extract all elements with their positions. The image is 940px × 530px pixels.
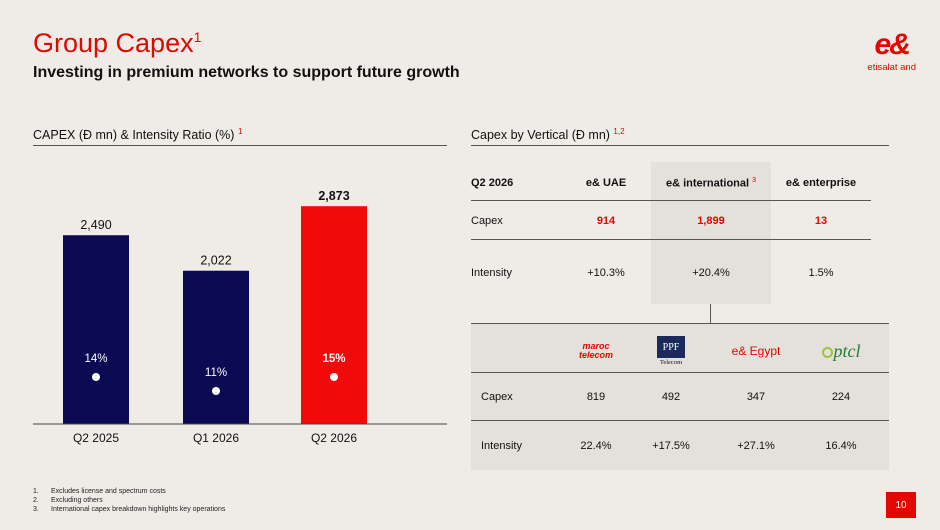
category-label-2: Q2 2026 — [311, 431, 357, 445]
page-title: Group Capex1 — [33, 28, 202, 58]
intl-capex-maroc: 819 — [586, 391, 606, 403]
capex-chart-svg: 2,490 14% Q2 2025 2,022 11% Q1 2026 2,873 15% Q2… — [33, 189, 447, 445]
logo-mark: e& — [874, 28, 911, 61]
capex-uae: 914 — [596, 215, 616, 227]
right-heading-divider — [471, 145, 889, 146]
intl-row-label-capex: Capex — [481, 391, 513, 403]
footnote-2: 2. Excluding others — [33, 497, 103, 504]
brand-logo: e& etisalat and — [867, 28, 916, 74]
intl-intensity-maroc: 22.4% — [580, 440, 612, 452]
capex-chart-heading: CAPEX (Đ mn) & Intensity Ratio (%) 1 — [33, 127, 243, 142]
row-label-intensity: Intensity — [471, 267, 512, 279]
intensity-label-1: 11% — [205, 367, 227, 379]
international-breakdown-table: maroc telecom PPF Telecom e& Egypt ptcl Ca… — [471, 324, 889, 470]
intl-intensity-egypt: +27.1% — [737, 440, 775, 452]
bar-1 — [183, 270, 249, 424]
capex-international: 1,899 — [697, 215, 725, 227]
intensity-uae: +10.3% — [587, 267, 625, 279]
bar-value-label-1: 2,022 — [200, 254, 231, 268]
page-subtitle: Investing in premium networks to support… — [33, 64, 460, 81]
intensity-international: +20.4% — [692, 267, 730, 279]
category-label-1: Q1 2026 — [193, 431, 239, 445]
row-label-capex: Capex — [471, 215, 503, 227]
bar-2 — [301, 206, 367, 424]
intl-capex-egypt: 347 — [746, 391, 766, 403]
bar-0 — [63, 235, 129, 424]
intl-capex-ptcl: 224 — [831, 391, 851, 403]
intensity-dot-0 — [92, 373, 100, 381]
intensity-label-2: 15% — [322, 353, 345, 365]
international-column-highlight — [651, 162, 771, 304]
footnote-3: 3. International capex breakdown highligh… — [33, 506, 226, 513]
intensity-enterprise: 1.5% — [808, 267, 834, 279]
footnotes: 1. Excludes license and spectrum costs 2.… — [33, 487, 225, 514]
capex-enterprise: 13 — [814, 215, 828, 227]
table2-divider-1 — [471, 372, 889, 373]
logo-text: etisalat and — [867, 62, 916, 73]
intl-intensity-ptcl: 16.4% — [825, 440, 857, 452]
col-header-international: e& international 3 — [665, 177, 757, 190]
intensity-dot-1 — [212, 387, 220, 395]
ptcl-logo: ptcl — [796, 336, 886, 366]
col-header-enterprise: e& enterprise — [785, 177, 857, 189]
ppf-telecom-logo: PPF Telecom — [626, 332, 716, 370]
vertical-table: Q2 2026 e& UAE e& international 3 e& ent… — [471, 162, 889, 302]
intensity-dot-2 — [330, 373, 338, 381]
bar-value-label-2: 2,873 — [318, 189, 349, 203]
col-header-uae: e& UAE — [585, 177, 627, 189]
intl-row-label-intensity: Intensity — [481, 440, 522, 452]
capex-bar-chart: 2,490 14% Q2 2025 2,022 11% Q1 2026 2,873 15% Q2… — [33, 160, 447, 460]
bar-value-label-0: 2,490 — [80, 218, 111, 232]
footnote-1: 1. Excludes license and spectrum costs — [33, 488, 166, 495]
vertical-heading: Capex by Vertical (Đ mn) 1,2 — [471, 127, 625, 142]
connector-horizontal — [471, 323, 889, 324]
connector-vertical — [710, 304, 711, 324]
left-heading-divider — [33, 145, 447, 146]
maroc-telecom-logo: maroc telecom — [578, 341, 613, 360]
intl-intensity-ppf: +17.5% — [652, 440, 690, 452]
page-number: 10 — [886, 492, 916, 518]
intl-capex-ppf: 492 — [661, 391, 681, 403]
table1-divider-2 — [471, 239, 871, 240]
intensity-label-0: 14% — [84, 353, 107, 365]
table2-divider-2 — [471, 420, 889, 421]
category-label-0: Q2 2025 — [73, 431, 119, 445]
period-header: Q2 2026 — [471, 177, 514, 189]
table1-divider-1 — [471, 200, 871, 201]
egypt-logo: e& Egypt — [731, 344, 781, 358]
